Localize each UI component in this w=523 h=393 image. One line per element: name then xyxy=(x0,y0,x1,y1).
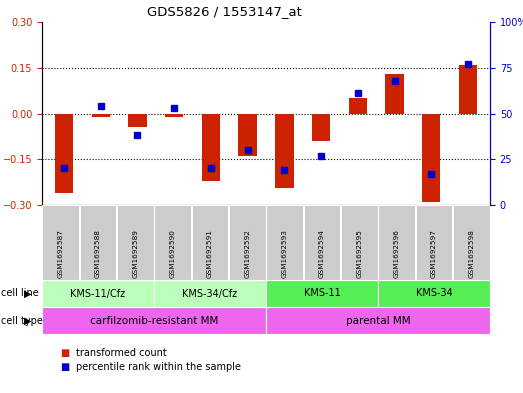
Bar xyxy=(79,205,116,280)
Text: ■: ■ xyxy=(60,348,70,358)
Text: ▶: ▶ xyxy=(24,288,31,299)
Text: KMS-34/Cfz: KMS-34/Cfz xyxy=(183,288,237,299)
Bar xyxy=(378,205,415,280)
Bar xyxy=(266,307,490,334)
Bar xyxy=(229,205,266,280)
Bar xyxy=(378,280,490,307)
Text: GSM1692594: GSM1692594 xyxy=(319,230,325,279)
Bar xyxy=(422,114,440,202)
Text: GSM1692589: GSM1692589 xyxy=(132,230,138,279)
Text: ▶: ▶ xyxy=(24,316,31,325)
Bar xyxy=(341,205,378,280)
Bar xyxy=(304,205,340,280)
Bar xyxy=(275,114,293,188)
Bar xyxy=(154,205,191,280)
Bar xyxy=(165,114,184,117)
Bar xyxy=(192,205,229,280)
Bar xyxy=(42,307,266,334)
Text: carfilzomib-resistant MM: carfilzomib-resistant MM xyxy=(90,316,218,325)
Text: GSM1692587: GSM1692587 xyxy=(58,230,64,279)
Bar xyxy=(154,280,266,307)
Bar xyxy=(385,74,404,114)
Bar xyxy=(416,205,452,280)
Text: KMS-34: KMS-34 xyxy=(416,288,452,299)
Text: parental MM: parental MM xyxy=(346,316,411,325)
Bar xyxy=(128,114,146,127)
Bar xyxy=(117,205,154,280)
Bar xyxy=(312,114,330,141)
Text: GSM1692595: GSM1692595 xyxy=(356,230,362,279)
Text: percentile rank within the sample: percentile rank within the sample xyxy=(76,362,241,372)
Text: KMS-11: KMS-11 xyxy=(304,288,340,299)
Text: GSM1692590: GSM1692590 xyxy=(169,230,176,279)
Text: KMS-11/Cfz: KMS-11/Cfz xyxy=(71,288,126,299)
Bar xyxy=(42,280,154,307)
Bar xyxy=(92,114,110,117)
Text: GSM1692597: GSM1692597 xyxy=(431,230,437,279)
Bar xyxy=(266,205,303,280)
Bar xyxy=(266,280,378,307)
Bar xyxy=(55,114,73,193)
Text: GSM1692598: GSM1692598 xyxy=(468,230,474,279)
Text: GSM1692592: GSM1692592 xyxy=(244,230,251,279)
Text: GSM1692593: GSM1692593 xyxy=(282,230,288,279)
Bar xyxy=(349,98,367,114)
Bar xyxy=(202,114,220,181)
Text: GSM1692596: GSM1692596 xyxy=(394,230,400,279)
Text: cell type: cell type xyxy=(1,316,43,325)
Bar xyxy=(453,205,490,280)
Text: GSM1692588: GSM1692588 xyxy=(95,230,101,279)
Text: GDS5826 / 1553147_at: GDS5826 / 1553147_at xyxy=(147,5,302,18)
Text: cell line: cell line xyxy=(1,288,39,299)
Bar xyxy=(459,65,477,114)
Text: ■: ■ xyxy=(60,362,70,372)
Text: GSM1692591: GSM1692591 xyxy=(207,230,213,279)
Text: transformed count: transformed count xyxy=(76,348,167,358)
Bar xyxy=(238,114,257,156)
Bar xyxy=(42,205,79,280)
